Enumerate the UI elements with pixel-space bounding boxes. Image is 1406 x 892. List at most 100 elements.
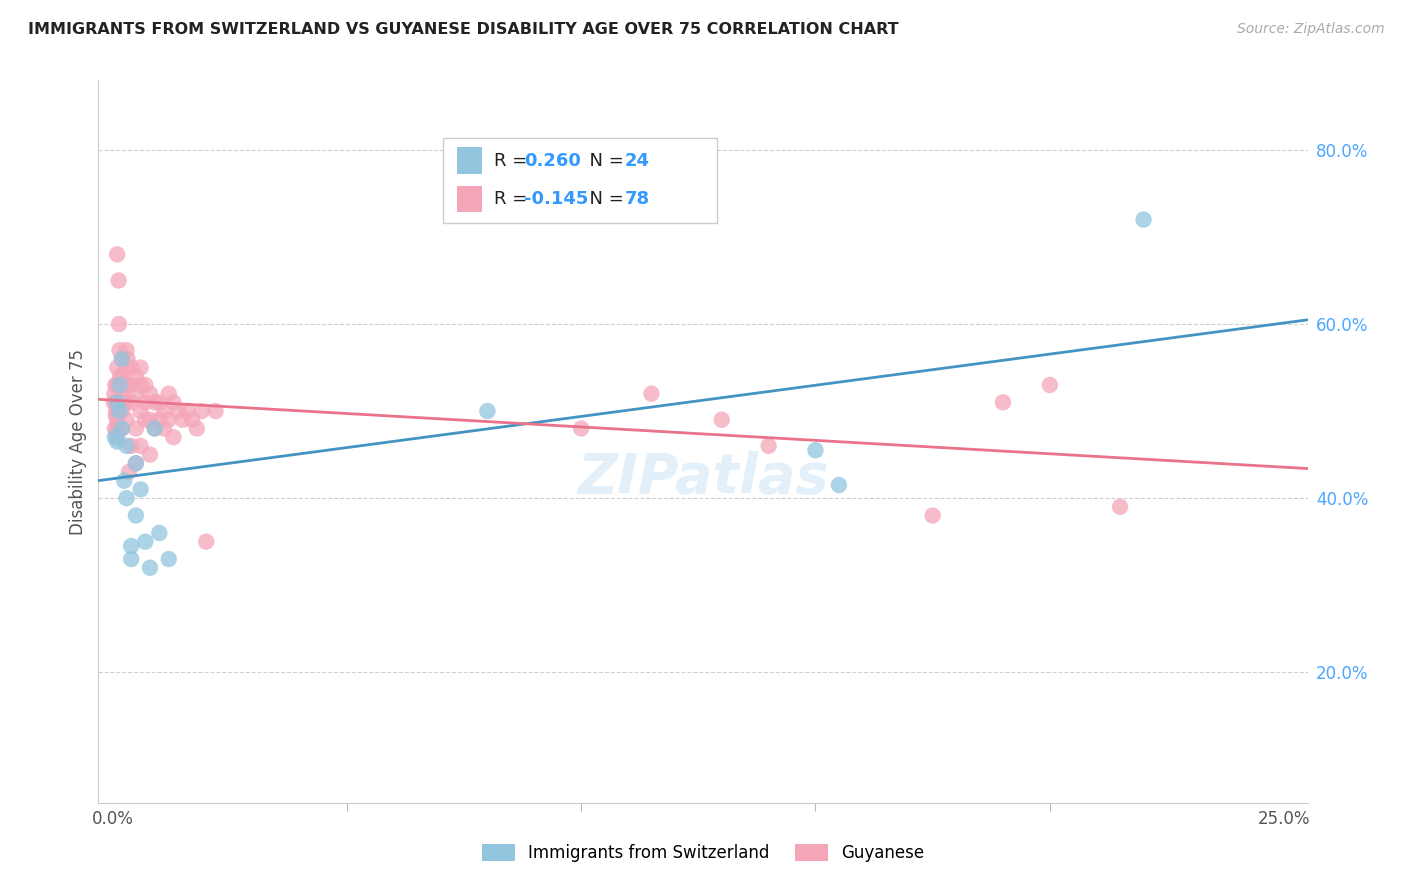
Point: [115, 343, 138, 358]
Point: [153, 421, 176, 435]
Point: [569, 421, 592, 435]
Point: [104, 409, 127, 423]
Point: [103, 386, 125, 401]
Point: [108, 369, 131, 384]
Text: ZIPatlas: ZIPatlas: [578, 450, 828, 505]
Text: IMMIGRANTS FROM SWITZERLAND VS GUYANESE DISABILITY AGE OVER 75 CORRELATION CHART: IMMIGRANTS FROM SWITZERLAND VS GUYANESE …: [28, 22, 898, 37]
Point: [108, 378, 131, 392]
Point: [115, 360, 138, 375]
Point: [120, 552, 142, 566]
Point: [148, 413, 170, 427]
Point: [111, 351, 134, 366]
Point: [125, 456, 148, 470]
Point: [118, 465, 141, 479]
Point: [112, 378, 135, 392]
Point: [125, 456, 148, 470]
Point: [125, 369, 148, 384]
Point: [1109, 500, 1132, 514]
Point: [105, 395, 128, 409]
Text: R =: R =: [494, 190, 533, 208]
Point: [176, 404, 198, 418]
Point: [120, 439, 142, 453]
Point: [111, 404, 134, 418]
Text: 78: 78: [624, 190, 650, 208]
Point: [828, 478, 851, 492]
Point: [105, 247, 128, 261]
Point: [172, 413, 194, 427]
Point: [115, 439, 138, 453]
Point: [1039, 378, 1062, 392]
Point: [105, 430, 128, 444]
Point: [125, 386, 148, 401]
Point: [477, 404, 499, 418]
Point: [108, 404, 131, 418]
Y-axis label: Disability Age Over 75: Disability Age Over 75: [69, 349, 87, 534]
Point: [120, 360, 142, 375]
Point: [115, 395, 138, 409]
Point: [804, 443, 827, 458]
Point: [107, 421, 129, 435]
Point: [921, 508, 943, 523]
Point: [186, 421, 208, 435]
Point: [157, 552, 180, 566]
Point: [111, 386, 134, 401]
Point: [112, 474, 135, 488]
Point: [758, 439, 780, 453]
Point: [157, 413, 180, 427]
Point: [105, 404, 128, 418]
Point: [162, 395, 184, 409]
Point: [157, 386, 180, 401]
Point: [640, 386, 662, 401]
Point: [108, 317, 131, 331]
Text: N =: N =: [578, 152, 630, 169]
Point: [105, 378, 128, 392]
Point: [111, 395, 134, 409]
Point: [204, 404, 226, 418]
Point: [105, 421, 128, 435]
Point: [125, 508, 148, 523]
Point: [107, 404, 129, 418]
Point: [117, 351, 139, 366]
Point: [195, 534, 218, 549]
Point: [143, 421, 166, 435]
Point: [107, 273, 129, 287]
Point: [139, 413, 162, 427]
Point: [104, 378, 127, 392]
Point: [143, 421, 166, 435]
Point: [105, 395, 128, 409]
Point: [134, 395, 156, 409]
Point: [167, 404, 190, 418]
Point: [134, 378, 156, 392]
Point: [153, 404, 176, 418]
Point: [111, 421, 134, 435]
Text: -0.145: -0.145: [524, 190, 589, 208]
Point: [129, 483, 152, 497]
Point: [125, 421, 148, 435]
Point: [111, 369, 134, 384]
Point: [105, 413, 128, 427]
Text: N =: N =: [578, 190, 630, 208]
Text: 24: 24: [624, 152, 650, 169]
Point: [104, 430, 127, 444]
Point: [115, 378, 138, 392]
Point: [134, 413, 156, 427]
Point: [111, 351, 134, 366]
Point: [108, 343, 131, 358]
Point: [115, 491, 138, 505]
Point: [181, 413, 204, 427]
Point: [134, 534, 156, 549]
Point: [129, 378, 152, 392]
Point: [105, 395, 128, 409]
Point: [129, 360, 152, 375]
Point: [148, 395, 170, 409]
Legend: Immigrants from Switzerland, Guyanese: Immigrants from Switzerland, Guyanese: [474, 836, 932, 871]
Point: [139, 386, 162, 401]
Text: Source: ZipAtlas.com: Source: ZipAtlas.com: [1237, 22, 1385, 37]
Point: [139, 561, 162, 575]
Point: [105, 360, 128, 375]
Point: [148, 525, 170, 540]
Point: [143, 395, 166, 409]
Point: [1132, 212, 1154, 227]
Point: [190, 404, 212, 418]
Point: [115, 413, 138, 427]
